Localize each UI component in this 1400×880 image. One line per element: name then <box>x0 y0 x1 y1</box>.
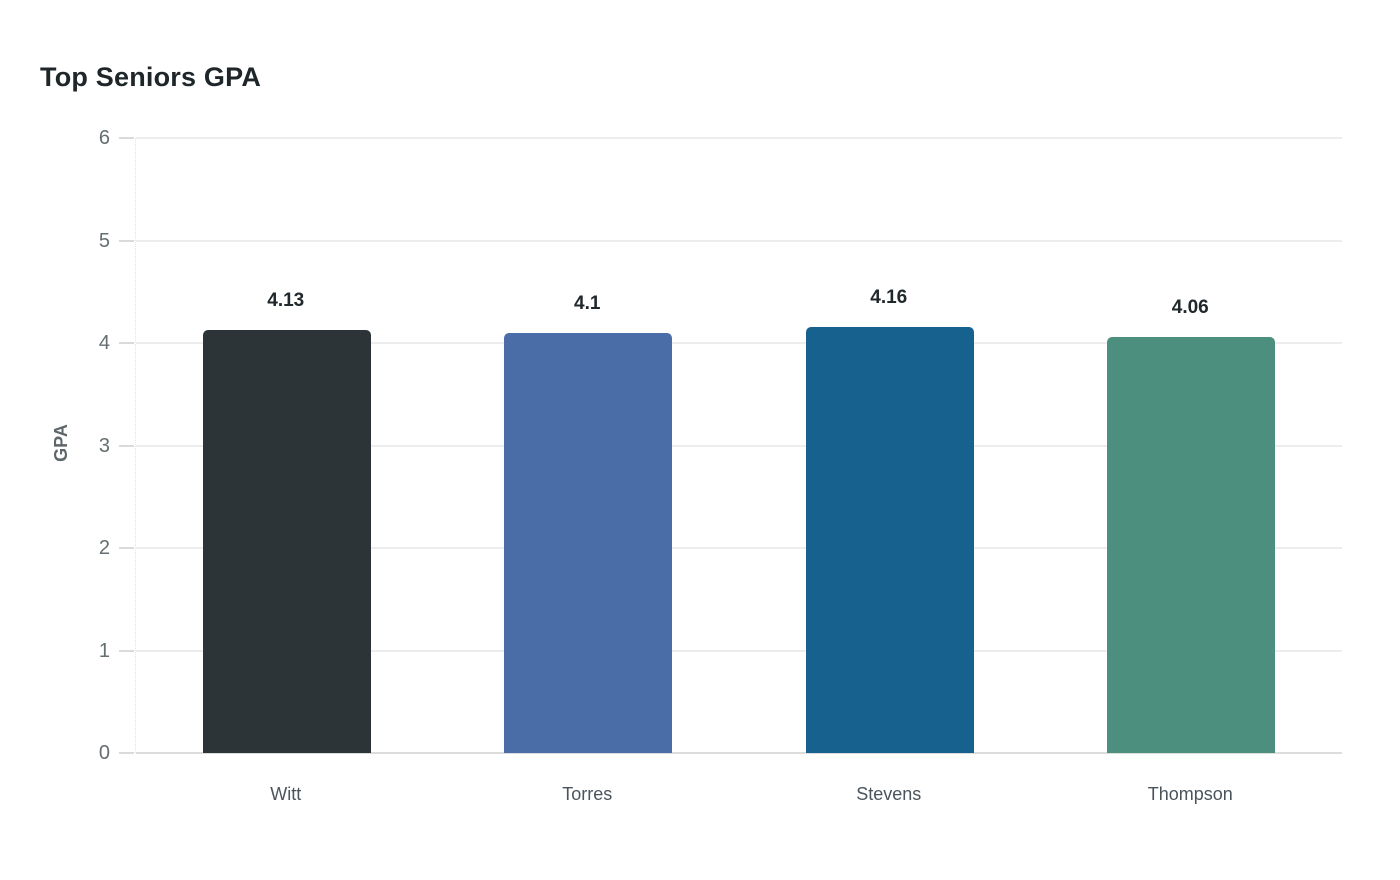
x-axis-line <box>136 752 1342 754</box>
gridline <box>136 649 1342 652</box>
y-tick-mark <box>119 547 134 549</box>
y-tick-label: 1 <box>98 639 110 662</box>
y-tick-label: 4 <box>98 332 110 354</box>
gridline <box>136 444 1342 447</box>
y-tick-mark <box>119 239 134 242</box>
y-tick-mark <box>119 752 134 754</box>
gridline <box>136 547 1342 549</box>
y-tick-label: 6 <box>98 127 110 149</box>
bar-value-label: 4.06 <box>1171 296 1209 318</box>
y-tick-mark <box>119 444 134 447</box>
bar-stevens <box>805 326 974 753</box>
x-tick-label: Witt <box>270 784 302 804</box>
y-tick-label: 3 <box>98 434 110 457</box>
bar-value-label: 4.13 <box>267 289 305 311</box>
gridline <box>136 239 1342 242</box>
y-tick-label: 5 <box>98 229 110 252</box>
plot-area <box>135 137 1342 754</box>
y-tick-mark <box>119 649 134 652</box>
bar-torres <box>504 332 673 753</box>
gridline <box>136 342 1342 344</box>
y-tick-label: 0 <box>98 742 110 764</box>
bar-witt <box>202 329 371 753</box>
y-tick-label: 2 <box>98 537 110 559</box>
bar-thompson <box>1107 336 1276 753</box>
x-tick-label: Thompson <box>1147 784 1233 804</box>
bar-value-label: 4.1 <box>574 292 601 314</box>
chart-title: Top Seniors GPA <box>40 62 262 92</box>
y-tick-mark <box>119 137 134 139</box>
x-tick-label: Stevens <box>856 784 922 804</box>
y-tick-mark <box>119 342 134 344</box>
gridline <box>136 137 1342 139</box>
bar-value-label: 4.16 <box>870 286 908 308</box>
x-tick-label: Torres <box>562 784 613 804</box>
